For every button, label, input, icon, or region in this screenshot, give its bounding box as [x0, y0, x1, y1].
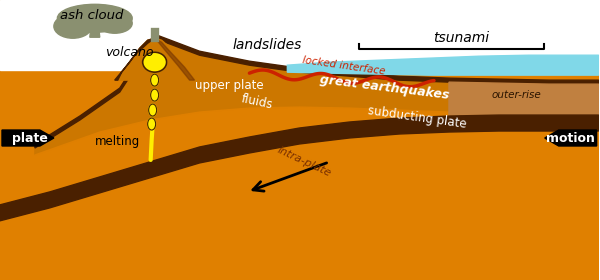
Text: outer-rise: outer-rise — [492, 90, 542, 100]
FancyArrow shape — [2, 130, 54, 146]
Polygon shape — [449, 82, 599, 115]
Polygon shape — [287, 55, 599, 75]
Text: landslides: landslides — [233, 38, 302, 52]
Text: locked interface: locked interface — [302, 55, 386, 77]
Polygon shape — [115, 38, 194, 80]
Polygon shape — [115, 38, 155, 80]
Text: fluids: fluids — [241, 92, 274, 112]
Text: tsunami: tsunami — [433, 31, 489, 45]
Text: upper plate: upper plate — [195, 79, 264, 92]
Polygon shape — [155, 38, 194, 80]
Ellipse shape — [143, 52, 167, 72]
FancyArrow shape — [545, 130, 596, 146]
Polygon shape — [90, 28, 100, 37]
Text: ash cloud: ash cloud — [60, 9, 124, 22]
Polygon shape — [0, 115, 599, 221]
Polygon shape — [0, 0, 599, 70]
Text: plate: plate — [12, 132, 48, 144]
Text: great earthquakes: great earthquakes — [319, 73, 449, 102]
Text: subducting plate: subducting plate — [367, 104, 467, 130]
Ellipse shape — [151, 89, 158, 101]
Polygon shape — [35, 34, 599, 148]
Text: intra-plate: intra-plate — [276, 145, 333, 179]
Text: melting: melting — [95, 136, 140, 148]
Ellipse shape — [148, 118, 155, 130]
Text: volcano: volcano — [106, 46, 154, 59]
Polygon shape — [0, 107, 599, 205]
Ellipse shape — [97, 13, 132, 33]
Ellipse shape — [149, 104, 157, 116]
Ellipse shape — [58, 4, 132, 32]
Ellipse shape — [54, 14, 92, 38]
Text: motion: motion — [546, 132, 595, 144]
Polygon shape — [35, 38, 599, 155]
Ellipse shape — [151, 74, 158, 86]
